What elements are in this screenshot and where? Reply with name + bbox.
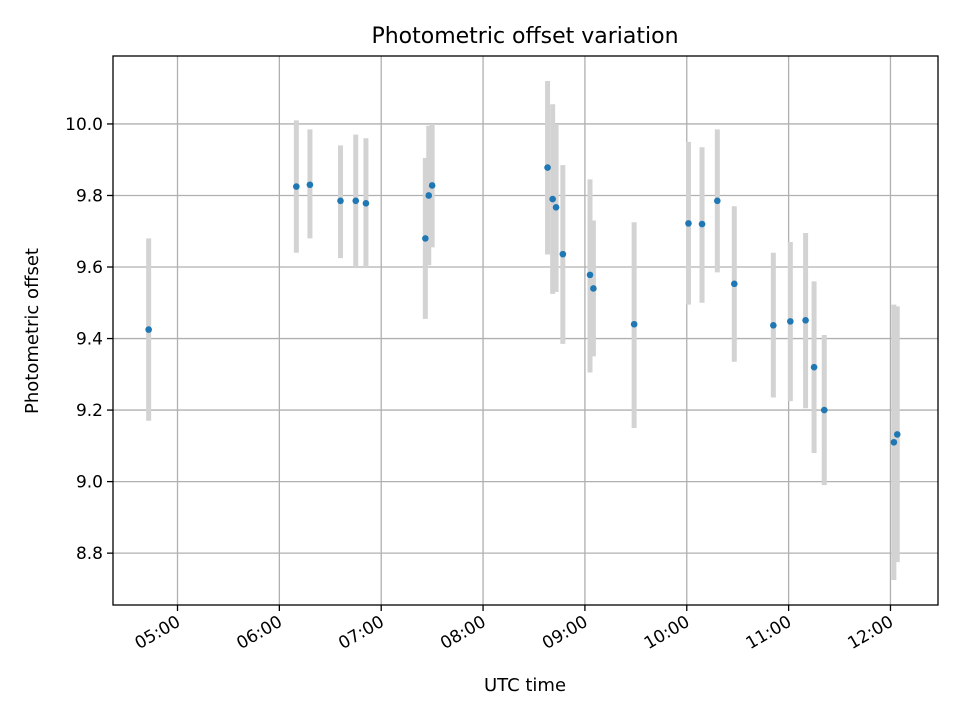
data-point (362, 200, 370, 207)
data-point (549, 195, 556, 203)
data-point (890, 438, 898, 446)
x-tick-label: 11:00 (743, 612, 795, 654)
x-tick-label: 07:00 (335, 612, 387, 654)
y-tick-label: 10.0 (65, 115, 103, 135)
data-point (559, 250, 567, 258)
data-point (586, 271, 594, 279)
x-tick-label: 08:00 (437, 612, 489, 654)
data-point (810, 363, 818, 371)
data-point (820, 406, 828, 414)
data-point (552, 203, 560, 211)
y-tick-label: 9.0 (76, 473, 103, 493)
data-point (352, 197, 360, 205)
y-tick-label: 8.8 (76, 544, 103, 564)
data-point (770, 322, 777, 329)
data-point (428, 182, 436, 189)
data-point (337, 197, 344, 205)
data-point (293, 183, 300, 190)
data-point (306, 181, 314, 189)
y-tick-label: 9.8 (76, 186, 103, 206)
data-point (685, 220, 692, 227)
data-point (145, 326, 152, 333)
plot-frame (112, 55, 939, 606)
data-point (698, 220, 706, 228)
data-point (802, 317, 809, 324)
data-point (544, 164, 551, 171)
x-tick-label: 10:00 (641, 612, 693, 654)
data-point (425, 192, 433, 199)
x-axis-label: UTC time (484, 675, 566, 696)
data-point (893, 431, 901, 438)
y-tick-label: 9.6 (76, 258, 103, 278)
y-axis-label: Photometric offset (22, 248, 43, 414)
chart-title: Photometric offset variation (371, 24, 678, 49)
data-point (590, 285, 597, 292)
data-point (422, 235, 429, 242)
y-tick-label: 9.2 (76, 401, 103, 421)
x-tick-label: 05:00 (132, 612, 184, 654)
data-point (714, 197, 721, 205)
x-tick-label: 09:00 (539, 612, 591, 654)
data-point (730, 280, 738, 288)
data-point (787, 318, 794, 325)
data-point (630, 320, 638, 328)
x-tick-label: 12:00 (845, 612, 897, 654)
x-tick-label: 06:00 (233, 612, 285, 654)
y-tick-label: 9.4 (76, 330, 103, 350)
